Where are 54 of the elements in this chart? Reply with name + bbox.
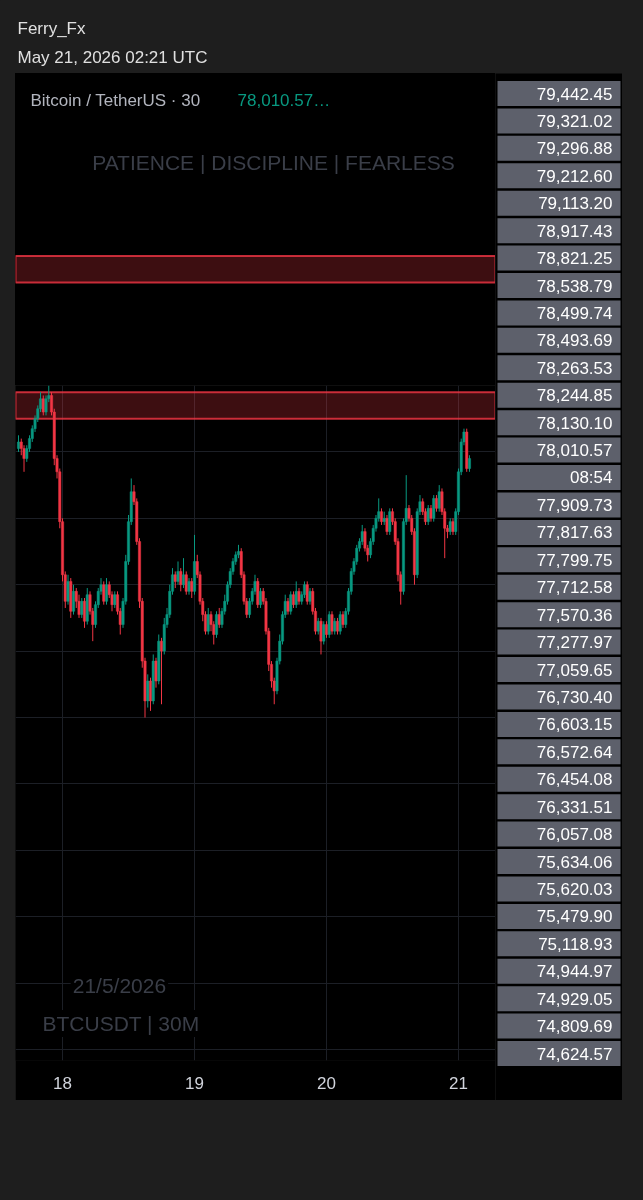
text: 21/5/2026 (72, 974, 167, 998)
text: 78,499.74 (536, 303, 613, 323)
text: 77,059.65 (536, 660, 613, 680)
candlestick (154, 657, 158, 689)
text: 74,929.05 (536, 989, 613, 1009)
text: 79,321.02 (536, 111, 613, 131)
candlestick (176, 560, 180, 586)
text: 78,130.10 (536, 413, 613, 433)
text: BTCUSDT | 30M (42, 1011, 200, 1035)
text: 77,570.36 (536, 605, 613, 625)
text: 77,909.73 (536, 495, 613, 515)
text: 78,917.43 (536, 221, 613, 241)
x-tick-label: 20 (317, 1073, 336, 1093)
text: 78,821.25 (536, 249, 613, 269)
text: 76,057.08 (536, 825, 613, 845)
text: 78,493.69 (536, 331, 613, 351)
text: 75,634.06 (536, 852, 613, 872)
x-tick-label: 21 (449, 1073, 468, 1093)
text: 75,620.03 (536, 879, 613, 899)
text: 74,809.69 (536, 1017, 613, 1037)
text: 77,817.63 (536, 523, 613, 543)
text: 79,113.20 (538, 194, 613, 214)
text: May 21, 2026 02:21 UTC (17, 48, 208, 67)
x-tick-label: 18 (53, 1073, 72, 1093)
text: Ferry_Fx (17, 19, 86, 38)
chart-subtitle: 78,010.57… (237, 91, 331, 110)
candlestick (72, 584, 75, 616)
candlestick (385, 514, 389, 536)
text: 08:54 (569, 468, 613, 488)
text: 74,944.97 (536, 962, 613, 982)
text: 76,572.64 (536, 742, 613, 762)
text: 77,277.97 (536, 633, 613, 653)
text: 76,730.40 (536, 687, 613, 707)
text: 78,010.57 (536, 441, 613, 461)
text: 79,212.60 (536, 166, 613, 186)
text: 77,712.58 (536, 578, 613, 598)
candlestick (80, 597, 84, 619)
text: 74,624.57 (536, 1044, 613, 1064)
x-tick-label: 19 (185, 1073, 204, 1093)
candlestick (66, 574, 70, 606)
text: 76,454.08 (536, 770, 613, 790)
text: 76,603.15 (536, 715, 613, 735)
text: 76,331.51 (536, 797, 613, 817)
text: 75,479.90 (536, 907, 613, 927)
text: 78,538.79 (536, 276, 613, 296)
text: 79,296.88 (536, 139, 613, 159)
text: 79,442.45 (536, 84, 613, 104)
text: PATIENCE | DISCIPLINE | FEARLESS (92, 151, 455, 174)
chart-title: Bitcoin / TetherUS · 30 (30, 91, 201, 110)
text: 78,244.85 (536, 386, 613, 406)
text: 78,263.53 (536, 358, 613, 378)
candlestick (215, 610, 218, 639)
text: 77,799.75 (536, 550, 613, 570)
text: 75,118.93 (538, 934, 613, 954)
